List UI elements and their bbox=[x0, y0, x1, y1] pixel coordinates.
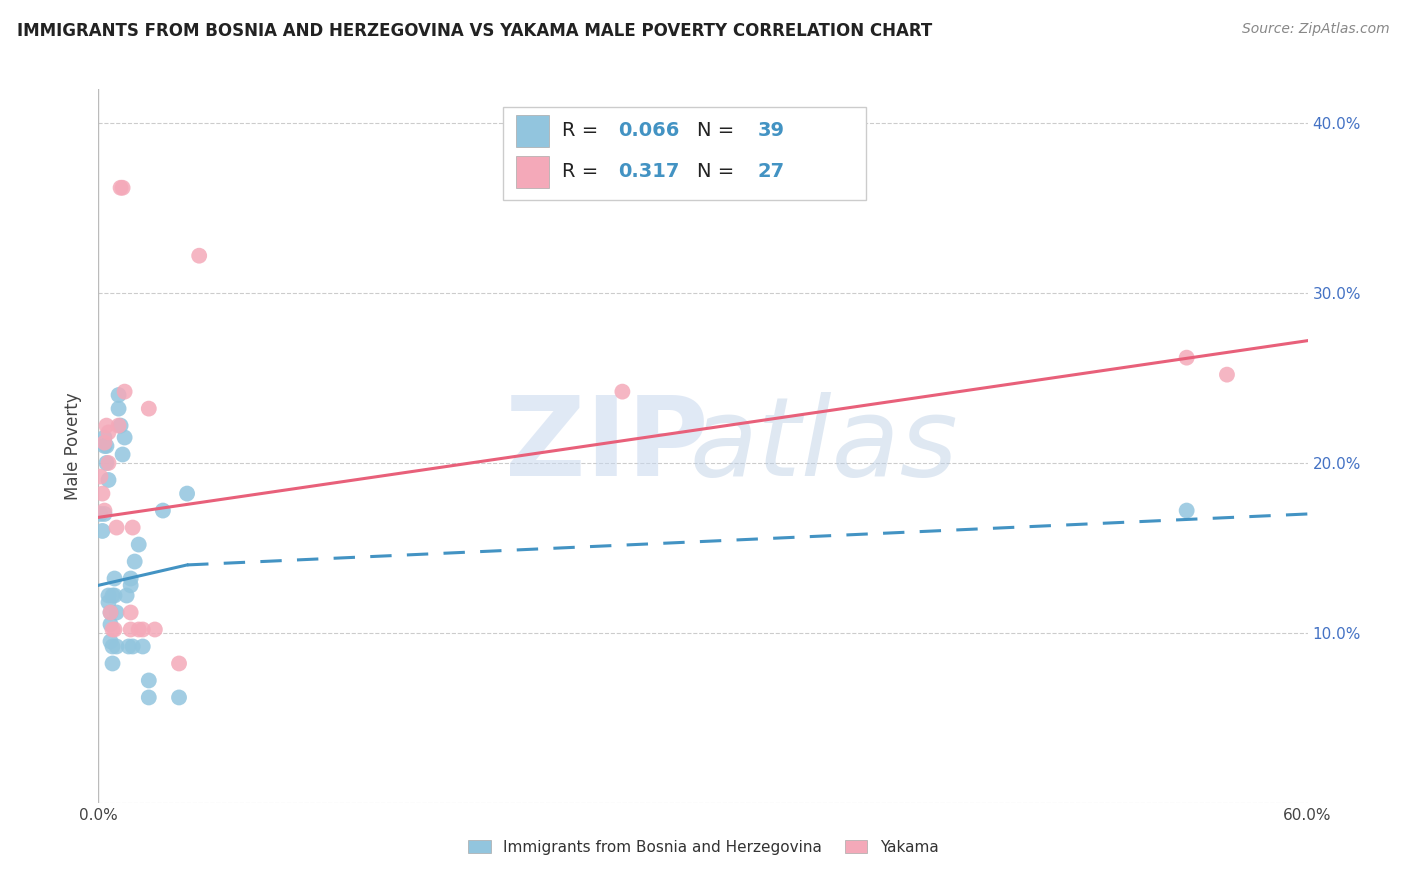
Point bbox=[97, 589, 120, 603]
Point bbox=[103, 589, 125, 603]
Point bbox=[143, 623, 166, 637]
FancyBboxPatch shape bbox=[503, 107, 866, 200]
Point bbox=[91, 524, 114, 538]
Point bbox=[101, 657, 124, 671]
Point bbox=[93, 507, 115, 521]
Point bbox=[97, 473, 120, 487]
Point bbox=[118, 640, 141, 654]
Point bbox=[138, 673, 160, 688]
Point bbox=[101, 589, 124, 603]
Point bbox=[89, 507, 111, 521]
Point bbox=[91, 486, 114, 500]
Point bbox=[111, 448, 134, 462]
Point bbox=[97, 595, 120, 609]
Point bbox=[100, 606, 122, 620]
Point bbox=[1216, 368, 1239, 382]
Text: 0.066: 0.066 bbox=[619, 121, 679, 140]
Text: Source: ZipAtlas.com: Source: ZipAtlas.com bbox=[1241, 22, 1389, 37]
Point bbox=[105, 606, 128, 620]
Point bbox=[128, 623, 150, 637]
Text: R =: R = bbox=[561, 121, 605, 140]
Text: N =: N = bbox=[697, 162, 741, 181]
Point bbox=[128, 537, 150, 551]
Text: 0.317: 0.317 bbox=[619, 162, 679, 181]
Bar bbox=[516, 155, 550, 187]
Point bbox=[96, 456, 118, 470]
Point bbox=[110, 418, 132, 433]
Point bbox=[1175, 351, 1198, 365]
Point bbox=[120, 572, 142, 586]
Point bbox=[100, 606, 122, 620]
Point bbox=[100, 634, 122, 648]
Point bbox=[111, 180, 134, 194]
Text: N =: N = bbox=[697, 121, 741, 140]
Point bbox=[105, 640, 128, 654]
Point bbox=[100, 617, 122, 632]
Point bbox=[103, 572, 125, 586]
Point bbox=[176, 486, 198, 500]
Point bbox=[120, 578, 142, 592]
Point bbox=[167, 690, 190, 705]
Point bbox=[101, 640, 124, 654]
Point bbox=[138, 401, 160, 416]
Point bbox=[96, 418, 118, 433]
Point bbox=[120, 606, 142, 620]
Point bbox=[152, 503, 174, 517]
Point bbox=[1175, 503, 1198, 517]
Y-axis label: Male Poverty: Male Poverty bbox=[65, 392, 83, 500]
Point bbox=[97, 425, 120, 440]
Bar bbox=[516, 115, 550, 147]
Point bbox=[114, 430, 136, 444]
Point bbox=[101, 623, 124, 637]
Legend: Immigrants from Bosnia and Herzegovina, Yakama: Immigrants from Bosnia and Herzegovina, … bbox=[463, 835, 943, 859]
Text: atlas: atlas bbox=[689, 392, 959, 500]
Point bbox=[132, 640, 155, 654]
Point bbox=[103, 623, 125, 637]
Point bbox=[167, 657, 190, 671]
Point bbox=[188, 249, 211, 263]
Point bbox=[114, 384, 136, 399]
Point bbox=[93, 430, 115, 444]
Text: R =: R = bbox=[561, 162, 610, 181]
Point bbox=[132, 623, 155, 637]
Point bbox=[93, 503, 115, 517]
Point bbox=[138, 690, 160, 705]
Point bbox=[121, 520, 143, 534]
Point bbox=[93, 439, 115, 453]
Text: 39: 39 bbox=[758, 121, 785, 140]
Point bbox=[612, 384, 634, 399]
Text: IMMIGRANTS FROM BOSNIA AND HERZEGOVINA VS YAKAMA MALE POVERTY CORRELATION CHART: IMMIGRANTS FROM BOSNIA AND HERZEGOVINA V… bbox=[17, 22, 932, 40]
Point bbox=[110, 180, 132, 194]
Point bbox=[89, 469, 111, 483]
Point bbox=[105, 520, 128, 534]
Point bbox=[97, 456, 120, 470]
Text: ZIP: ZIP bbox=[505, 392, 709, 500]
Point bbox=[121, 640, 143, 654]
Point bbox=[120, 623, 142, 637]
Point bbox=[124, 555, 146, 569]
Point bbox=[107, 418, 129, 433]
Point bbox=[93, 435, 115, 450]
Point bbox=[107, 388, 129, 402]
Text: 27: 27 bbox=[758, 162, 785, 181]
Point bbox=[115, 589, 138, 603]
Point bbox=[107, 401, 129, 416]
Point bbox=[96, 439, 118, 453]
